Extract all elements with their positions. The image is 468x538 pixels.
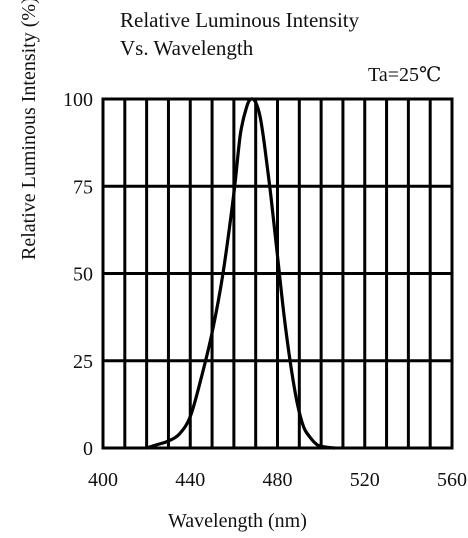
y-axis-label: Relative Luminous Intensity (%) (18, 0, 40, 260)
y-axis-ticks: 0 25 50 75 100 (63, 89, 93, 460)
chart-title-line-1: Relative Luminous Intensity (120, 8, 360, 32)
y-tick-label: 100 (63, 89, 93, 111)
y-tick-label: 25 (73, 351, 93, 373)
plot-frame (101, 97, 454, 450)
temperature-condition-label: Ta=25℃ (368, 64, 442, 86)
x-tick-label: 440 (175, 469, 205, 491)
grid-lines (103, 99, 452, 448)
x-axis-ticks: 400 440 480 520 560 (88, 469, 467, 491)
x-tick-label: 400 (88, 469, 118, 491)
chart-title-line-2: Vs. Wavelength (120, 36, 254, 60)
y-tick-label: 0 (83, 438, 93, 460)
x-axis-label: Wavelength (nm) (168, 510, 307, 532)
y-tick-label: 50 (73, 264, 93, 286)
x-tick-label: 560 (437, 469, 467, 491)
x-tick-label: 480 (263, 469, 293, 491)
data-series (145, 97, 336, 450)
x-tick-label: 520 (350, 469, 380, 491)
y-tick-label: 75 (73, 176, 93, 198)
spectrum-curve-0 (145, 97, 336, 450)
